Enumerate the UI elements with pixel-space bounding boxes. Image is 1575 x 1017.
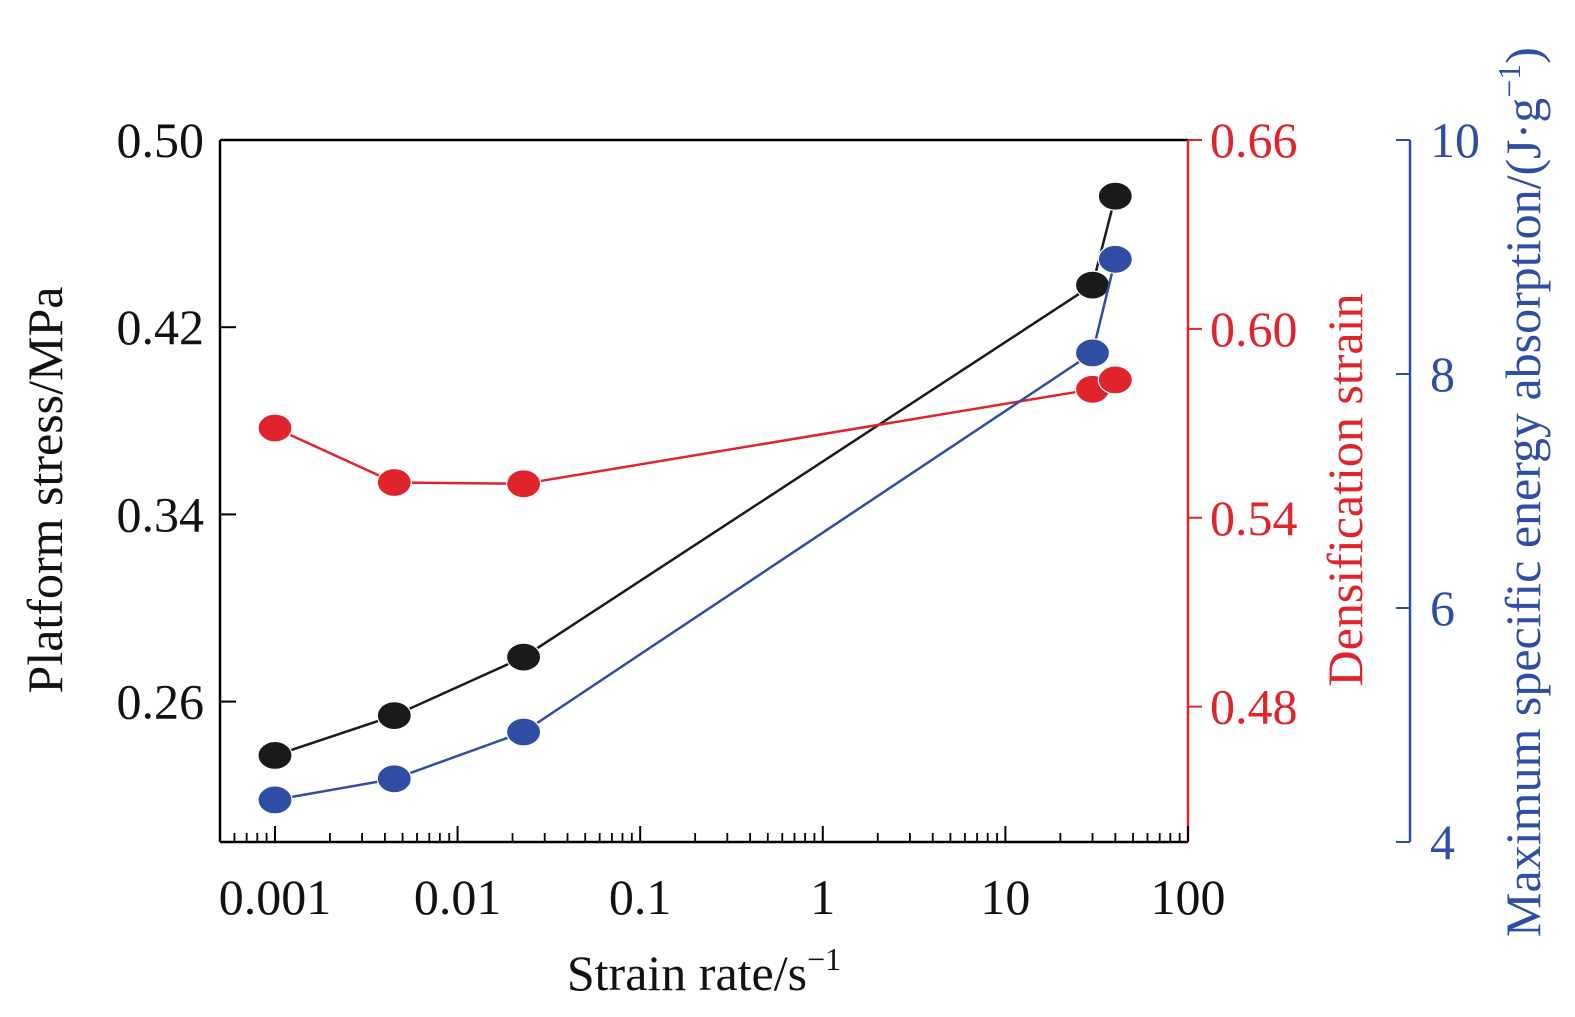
right2-tick-label: 6: [1430, 580, 1455, 636]
data-point-left: [505, 642, 542, 672]
right1-tick-label: 0.48: [1210, 679, 1298, 735]
x-axis-label: Strain rate/s−1: [567, 941, 841, 1001]
data-point-left: [1074, 270, 1111, 300]
data-point-left: [1097, 181, 1133, 211]
right2-tick-label: 8: [1430, 346, 1455, 402]
right1-tick-label: 0.54: [1210, 490, 1298, 546]
right2-tick-label: 4: [1430, 814, 1455, 870]
right2-axis-label-sup: −1: [1491, 64, 1527, 98]
left-axis-label: Platform stress/MPa: [17, 287, 73, 694]
x-tick-label: 1: [810, 869, 835, 925]
data-point-left: [257, 740, 293, 771]
data-point-right2: [1097, 244, 1133, 274]
right2-axis-label: Maximum specific energy absorption/(J·g−…: [1491, 47, 1551, 937]
data-point-right2: [1074, 338, 1111, 368]
right1-axis-label: Densification strain: [1317, 294, 1373, 687]
data-point-right1: [505, 469, 542, 499]
x-tick-label: 10: [980, 869, 1030, 925]
data-point-right1: [376, 467, 412, 498]
x-tick-label: 100: [1151, 869, 1226, 925]
left-tick-label: 0.50: [117, 112, 205, 168]
series-line-right1: [274, 378, 1116, 486]
right1-tick-label: 0.66: [1210, 112, 1298, 168]
right1-tick-label: 0.60: [1210, 301, 1298, 357]
data-point-right2: [505, 717, 542, 747]
left-tick-label: 0.34: [117, 486, 205, 542]
series-group: [257, 181, 1133, 815]
axis-labels-group: Strain rate/s−1 Platform stress/MPa Densif…: [17, 47, 1551, 1001]
left-tick-label: 0.42: [117, 299, 205, 355]
axes-group: 0.001 0.01 0.1 1 10 100 0.26 0.34 0.42 0.50 0.48 0.…: [117, 112, 1481, 925]
x-tick-label: 0.001: [219, 869, 332, 925]
x-tick-label: 0.01: [414, 869, 502, 925]
x-axis-label-sup: −1: [807, 941, 841, 977]
right2-axis-label-end: ): [1495, 47, 1551, 64]
left-tick-label: 0.26: [117, 674, 205, 730]
x-tick-label: 0.1: [609, 869, 672, 925]
right2-tick-label: 10: [1430, 112, 1480, 168]
data-point-right2: [376, 764, 412, 794]
data-point-right1: [1097, 365, 1133, 395]
data-point-right1: [257, 413, 293, 443]
data-point-left: [376, 700, 412, 731]
data-point-right2: [257, 785, 293, 815]
